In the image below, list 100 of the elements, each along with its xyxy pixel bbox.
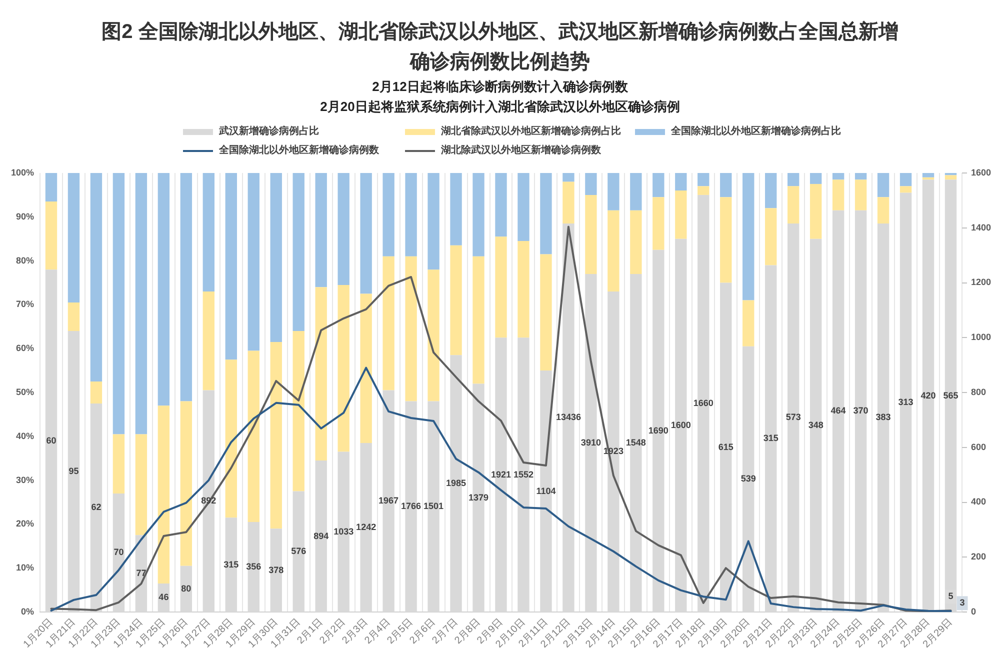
bar xyxy=(248,350,260,522)
annotation: 80 xyxy=(181,583,192,594)
bar xyxy=(495,236,507,338)
y2-tick-label: 400 xyxy=(971,496,986,507)
bar xyxy=(922,180,934,612)
bar xyxy=(518,173,530,242)
bar xyxy=(765,173,777,208)
bar xyxy=(315,287,327,461)
bar xyxy=(450,173,462,246)
bar xyxy=(742,173,754,300)
annotation: 1660 xyxy=(693,398,714,408)
y-tick-label: 0% xyxy=(20,606,34,616)
annotation: 464 xyxy=(830,406,846,416)
bar xyxy=(382,256,394,390)
y2-tick-label: 1600 xyxy=(971,167,992,178)
annotation: 315 xyxy=(224,559,239,570)
annotation: 576 xyxy=(291,546,306,556)
bar xyxy=(944,175,957,180)
annotation: 1985 xyxy=(446,478,466,488)
bar xyxy=(540,173,552,254)
bar xyxy=(832,173,844,180)
bar xyxy=(180,401,192,566)
bar xyxy=(608,173,620,210)
y2-tick-label: 1200 xyxy=(971,277,992,288)
bar xyxy=(540,254,552,371)
bar xyxy=(742,300,754,346)
annotation: 1967 xyxy=(378,496,399,506)
bar xyxy=(630,173,642,210)
annotation: 1379 xyxy=(468,492,489,502)
bar xyxy=(652,173,664,198)
legend-label: 武汉新增确诊病例占比 xyxy=(219,126,319,138)
bar xyxy=(698,173,710,186)
annotation: 1766 xyxy=(401,501,422,512)
bar xyxy=(360,294,372,443)
bar xyxy=(630,210,642,274)
y2-tick-label: 1400 xyxy=(971,222,992,232)
annotation: 1104 xyxy=(536,486,556,496)
annotation: 77 xyxy=(136,568,146,578)
bar xyxy=(675,190,687,239)
bar xyxy=(225,173,237,360)
chart-subtitle: 2月12日起将临床诊断病例数计入确诊病例数 2月20日起将监狱系统病例计入湖北省除武汉以外地区确诊病例 xyxy=(319,78,681,116)
annotation: 315 xyxy=(763,433,778,444)
bar xyxy=(270,342,282,529)
legend-label: 全国除湖北以外地区新增确诊病例占比 xyxy=(671,126,841,138)
annotation: 70 xyxy=(114,547,124,558)
bar xyxy=(900,186,912,193)
bar xyxy=(315,173,327,288)
bar xyxy=(854,173,867,180)
annotation: 1033 xyxy=(334,526,354,536)
y-tick-label: 60% xyxy=(16,343,34,354)
bar xyxy=(90,382,102,404)
annotation: 13436 xyxy=(556,412,581,422)
annotation: 615 xyxy=(718,442,734,452)
annotation: 894 xyxy=(314,530,329,541)
bar xyxy=(472,173,484,256)
annotation: 1242 xyxy=(356,522,376,532)
bar xyxy=(787,173,800,186)
y-tick-label: 70% xyxy=(16,299,34,310)
bar xyxy=(900,173,912,186)
annotation: 60 xyxy=(46,435,56,446)
y-tick-label: 90% xyxy=(16,211,34,222)
bar xyxy=(135,434,148,536)
bar xyxy=(810,173,822,184)
y2-tick-label: 200 xyxy=(971,552,986,562)
annotation: 1921 xyxy=(490,469,512,480)
bar xyxy=(45,202,58,270)
bar xyxy=(270,173,282,342)
annotation: 1690 xyxy=(648,425,668,436)
annotation: 1600 xyxy=(670,420,691,430)
bar xyxy=(720,197,732,283)
bar xyxy=(518,241,530,338)
data-label: 3 xyxy=(960,598,965,608)
bar xyxy=(832,180,844,210)
bar xyxy=(585,173,597,195)
chart-title: 图2 全国除湖北以外地区、湖北省除武汉以外地区、武汉地区新增确诊病例数占全国总新增确诊病例数比例趋势 xyxy=(100,20,900,75)
bar xyxy=(608,210,620,292)
annotation: 62 xyxy=(91,502,102,512)
bar xyxy=(68,173,80,303)
legend-label: 全国除湖北以外地区新增确诊病例数 xyxy=(219,144,379,156)
bar xyxy=(248,173,260,351)
bar xyxy=(405,173,417,256)
y-tick-label: 10% xyxy=(16,562,34,573)
bar xyxy=(877,173,890,198)
bar xyxy=(922,173,934,178)
annotation: 1501 xyxy=(424,501,444,512)
bar xyxy=(382,173,394,256)
bar xyxy=(202,292,215,390)
annotation: 313 xyxy=(898,396,914,407)
annotation: 348 xyxy=(808,420,824,430)
bar xyxy=(765,208,777,266)
bar xyxy=(158,406,170,584)
legend-label: 湖北省除武汉以外地区新增确诊病例占比 xyxy=(441,126,621,138)
bar xyxy=(810,184,822,239)
y2-tick-label: 600 xyxy=(971,442,986,452)
bar xyxy=(562,182,574,224)
bar xyxy=(495,173,507,237)
annotation: 539 xyxy=(740,474,756,484)
annotation: 565 xyxy=(943,390,958,400)
annotation: 1552 xyxy=(513,469,534,480)
bar xyxy=(698,186,710,195)
